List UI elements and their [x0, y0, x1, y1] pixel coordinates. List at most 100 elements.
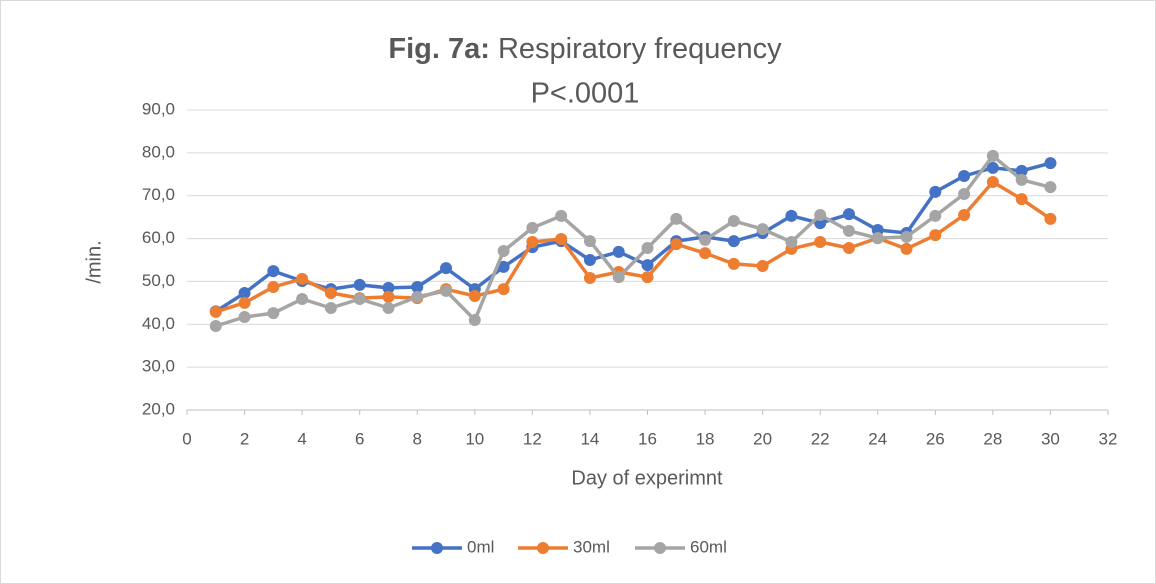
data-point	[699, 247, 712, 260]
data-point	[353, 293, 366, 305]
data-point	[699, 233, 712, 246]
data-point	[382, 281, 395, 294]
data-point	[727, 257, 740, 270]
data-point	[641, 271, 654, 284]
data-point	[1015, 164, 1028, 177]
data-point	[641, 242, 654, 254]
x-tick-label: 30	[1041, 429, 1060, 448]
data-point	[497, 260, 510, 273]
x-axis-label: Day of experimnt	[571, 467, 723, 489]
y-tick-label: 50,0	[142, 271, 175, 290]
y-tick-label: 60,0	[142, 228, 175, 247]
x-tick-label: 20	[753, 429, 772, 448]
y-tick-label: 90,0	[142, 99, 175, 118]
title-text: Respiratory frequency	[498, 33, 782, 65]
legend-label: 0ml	[467, 537, 494, 556]
legend-marker	[537, 542, 549, 554]
data-point	[785, 209, 798, 222]
data-point	[986, 149, 999, 162]
data-point	[382, 290, 395, 303]
data-point	[497, 283, 510, 296]
data-point	[296, 272, 309, 285]
data-point	[986, 161, 999, 174]
y-tick-label: 20,0	[142, 399, 175, 418]
data-point	[497, 245, 510, 257]
data-point	[986, 176, 999, 188]
x-tick-label: 24	[868, 429, 887, 448]
data-point	[814, 236, 827, 248]
chart-title: Fig. 7a: Respiratory frequency	[388, 33, 782, 65]
data-point	[929, 209, 942, 222]
x-tick-label: 8	[413, 429, 422, 448]
data-point	[468, 290, 481, 302]
data-point	[670, 238, 683, 251]
data-point	[583, 254, 596, 266]
data-point	[382, 302, 395, 314]
data-point	[1044, 212, 1057, 225]
y-tick-label: 80,0	[142, 142, 175, 161]
x-tick-label: 0	[182, 429, 191, 448]
data-point	[727, 215, 740, 227]
data-point	[842, 208, 855, 221]
data-point	[785, 236, 798, 248]
data-point	[842, 242, 855, 254]
data-point	[929, 185, 942, 198]
data-point	[842, 224, 855, 237]
legend-label: 60ml	[690, 537, 727, 556]
data-point	[727, 235, 740, 248]
data-point	[871, 232, 884, 245]
y-tick-label: 70,0	[142, 185, 175, 204]
x-tick-label: 26	[926, 429, 945, 448]
data-point	[1015, 173, 1028, 186]
legend-marker	[654, 542, 666, 554]
data-point	[411, 290, 424, 303]
data-point	[468, 314, 481, 326]
chart-subtitle: P<.0001	[531, 78, 640, 110]
x-tick-label: 22	[811, 429, 830, 448]
data-point	[612, 245, 625, 258]
data-point	[929, 229, 942, 242]
data-point	[555, 209, 568, 222]
y-axis-label: /min.	[83, 240, 105, 283]
data-point	[267, 265, 280, 278]
data-point	[411, 281, 424, 293]
data-point	[238, 296, 251, 309]
data-point	[756, 223, 769, 236]
x-tick-label: 18	[696, 429, 715, 448]
y-tick-label: 30,0	[142, 357, 175, 376]
legend-label: 30ml	[573, 537, 610, 556]
data-point	[353, 278, 366, 291]
data-point	[900, 230, 913, 243]
x-tick-label: 12	[523, 429, 542, 448]
data-point	[756, 260, 769, 272]
data-point	[958, 188, 971, 200]
data-point	[238, 287, 251, 299]
data-point	[440, 262, 453, 275]
x-tick-label: 4	[297, 429, 306, 448]
legend-marker	[431, 542, 443, 554]
x-tick-label: 2	[240, 429, 249, 448]
data-point	[440, 284, 453, 297]
data-point	[583, 272, 596, 284]
data-point	[900, 242, 913, 255]
x-tick-label: 14	[580, 429, 599, 448]
data-point	[209, 305, 222, 318]
data-point	[267, 281, 280, 293]
x-tick-label: 10	[465, 429, 484, 448]
data-point	[555, 233, 568, 245]
title-bold: Fig. 7a:	[388, 33, 490, 65]
y-tick-label: 40,0	[142, 314, 175, 333]
data-point	[526, 236, 539, 248]
data-point	[238, 311, 251, 323]
data-point	[209, 320, 222, 332]
data-point	[958, 170, 971, 182]
data-point	[324, 302, 337, 314]
data-point	[583, 235, 596, 248]
data-point	[1044, 181, 1057, 194]
x-tick-label: 6	[355, 429, 364, 448]
data-point	[296, 293, 309, 305]
data-point	[324, 287, 337, 299]
data-point	[670, 212, 683, 225]
